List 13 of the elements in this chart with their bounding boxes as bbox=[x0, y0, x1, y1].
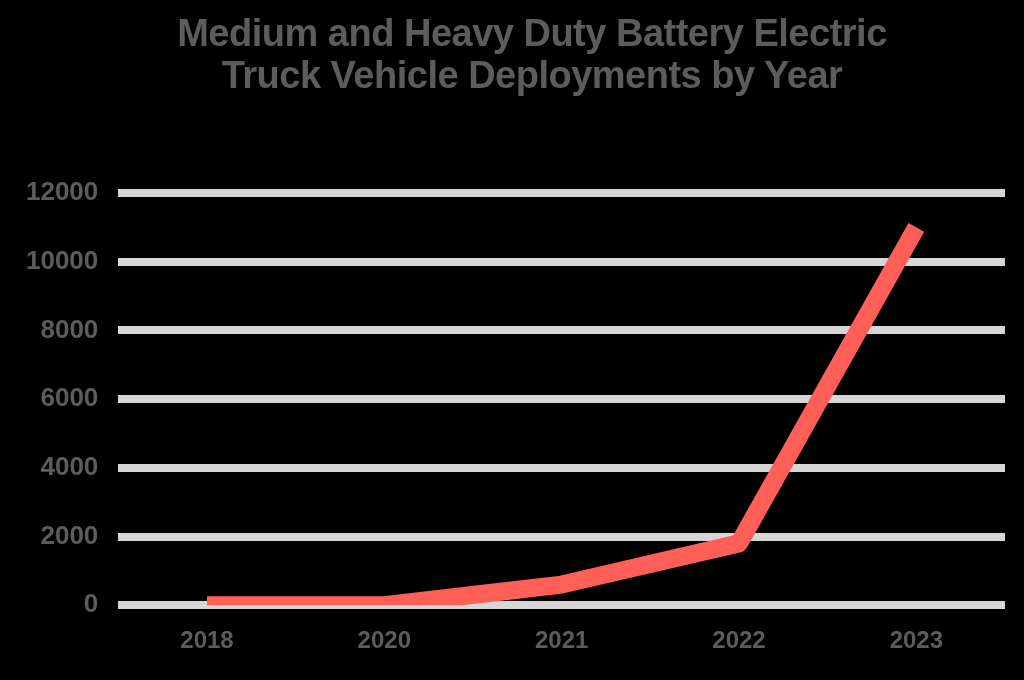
y-tick-label: 6000 bbox=[40, 382, 99, 413]
y-tick-label: 4000 bbox=[40, 450, 99, 481]
x-tick-label: 2023 bbox=[889, 626, 944, 654]
y-tick-label: 12000 bbox=[25, 176, 99, 207]
y-tick-label: 0 bbox=[83, 588, 99, 619]
y-tick-label: 8000 bbox=[40, 313, 99, 344]
x-tick-label: 2022 bbox=[712, 626, 766, 654]
y-tick-label: 10000 bbox=[25, 244, 99, 275]
chart-title: Medium and Heavy Duty Battery Electric Truck Vehicle Deployments by Year bbox=[176, 12, 888, 96]
x-tick-label: 2020 bbox=[357, 626, 412, 654]
y-tick-label: 2000 bbox=[40, 519, 99, 550]
x-tick-label: 2018 bbox=[180, 626, 234, 654]
x-tick-label: 2021 bbox=[534, 626, 589, 654]
